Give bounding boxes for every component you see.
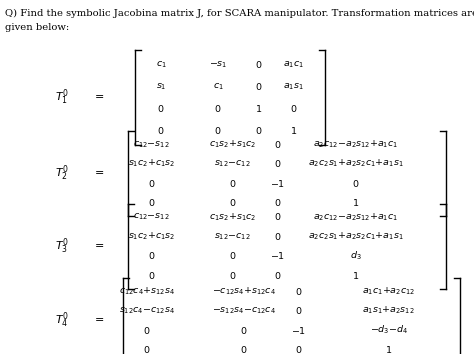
Text: $0$: $0$: [228, 270, 236, 281]
Text: $0$: $0$: [148, 270, 155, 281]
Text: $T^{0}_{1}$: $T^{0}_{1}$: [55, 87, 69, 107]
Text: $s_{12}c_4{-}c_{12}s_4$: $s_{12}c_4{-}c_{12}s_4$: [119, 306, 175, 316]
Text: $0$: $0$: [295, 305, 302, 316]
Text: =: =: [95, 315, 104, 325]
Text: $-c_{12}s_4{+}s_{12}c_4$: $-c_{12}s_4{+}s_{12}c_4$: [212, 285, 276, 297]
Text: $c_1$: $c_1$: [213, 81, 223, 92]
Text: $0$: $0$: [214, 125, 222, 136]
Text: $0$: $0$: [273, 231, 281, 242]
Text: $-1$: $-1$: [291, 325, 306, 336]
Text: $0$: $0$: [240, 344, 248, 354]
Text: $0$: $0$: [214, 103, 222, 114]
Text: $0$: $0$: [148, 197, 155, 208]
Text: $c_{12}{-}s_{12}$: $c_{12}{-}s_{12}$: [133, 212, 170, 222]
Text: $1$: $1$: [255, 103, 262, 114]
Text: $0$: $0$: [228, 250, 236, 261]
Text: $c_1s_2{+}s_1c_2$: $c_1s_2{+}s_1c_2$: [209, 138, 256, 150]
Text: $0$: $0$: [352, 178, 359, 189]
Text: =: =: [95, 92, 104, 102]
Text: $c_1$: $c_1$: [156, 59, 166, 70]
Text: $0$: $0$: [290, 103, 298, 114]
Text: $0$: $0$: [255, 125, 262, 136]
Text: $a_2c_2s_1{+}a_2s_2c_1{+}a_1s_1$: $a_2c_2s_1{+}a_2s_2c_1{+}a_1s_1$: [308, 230, 403, 242]
Text: $0$: $0$: [157, 103, 165, 114]
Text: $0$: $0$: [148, 250, 155, 261]
Text: $-1$: $-1$: [270, 178, 285, 189]
Text: $a_1c_1{+}a_2c_{12}$: $a_1c_1{+}a_2c_{12}$: [362, 285, 415, 297]
Text: $s_1$: $s_1$: [156, 81, 166, 92]
Text: $s_1c_2{+}c_1s_2$: $s_1c_2{+}c_1s_2$: [128, 230, 175, 242]
Text: Q) Find the symbolic Jacobina matrix J, for SCARA manipulator. Transformation ma: Q) Find the symbolic Jacobina matrix J, …: [5, 9, 474, 18]
Text: $-1$: $-1$: [270, 250, 285, 261]
Text: $d_3$: $d_3$: [350, 250, 361, 262]
Text: $c_1s_2{+}s_1c_2$: $c_1s_2{+}s_1c_2$: [209, 211, 256, 223]
Text: $T^{0}_{4}$: $T^{0}_{4}$: [55, 310, 69, 330]
Text: $1$: $1$: [352, 270, 359, 281]
Text: $a_2c_2s_1{+}a_2s_2c_1{+}a_1s_1$: $a_2c_2s_1{+}a_2s_2c_1{+}a_1s_1$: [308, 158, 403, 170]
Text: $-s_{12}s_4{-}c_{12}c_4$: $-s_{12}s_4{-}c_{12}c_4$: [212, 306, 276, 316]
Text: $0$: $0$: [255, 59, 262, 70]
Text: $1$: $1$: [352, 197, 359, 208]
Text: $0$: $0$: [240, 325, 248, 336]
Text: $a_1s_1$: $a_1s_1$: [283, 81, 304, 92]
Text: $0$: $0$: [273, 158, 281, 169]
Text: $0$: $0$: [273, 270, 281, 281]
Text: $s_1c_2{+}c_1s_2$: $s_1c_2{+}c_1s_2$: [128, 158, 175, 170]
Text: $0$: $0$: [157, 125, 165, 136]
Text: =: =: [95, 241, 104, 251]
Text: $a_2c_{12}{-}a_2s_{12}{+}a_1c_1$: $a_2c_{12}{-}a_2s_{12}{+}a_1c_1$: [313, 211, 398, 223]
Text: $0$: $0$: [143, 325, 151, 336]
Text: =: =: [95, 169, 104, 178]
Text: $1$: $1$: [385, 344, 392, 354]
Text: $0$: $0$: [228, 197, 236, 208]
Text: $0$: $0$: [295, 286, 302, 297]
Text: given below:: given below:: [5, 23, 69, 32]
Text: $-d_3{-}d_4$: $-d_3{-}d_4$: [370, 324, 408, 336]
Text: $s_{12}{-}c_{12}$: $s_{12}{-}c_{12}$: [214, 159, 251, 169]
Text: $0$: $0$: [228, 178, 236, 189]
Text: $0$: $0$: [148, 178, 155, 189]
Text: $0$: $0$: [273, 211, 281, 222]
Text: $1$: $1$: [290, 125, 298, 136]
Text: $0$: $0$: [273, 197, 281, 208]
Text: $a_1c_1$: $a_1c_1$: [283, 59, 304, 70]
Text: $a_1s_1{+}a_2s_{12}$: $a_1s_1{+}a_2s_{12}$: [362, 305, 415, 316]
Text: $s_{12}{-}c_{12}$: $s_{12}{-}c_{12}$: [214, 231, 251, 241]
Text: $0$: $0$: [255, 81, 262, 92]
Text: $-s_1$: $-s_1$: [209, 59, 227, 70]
Text: $T^{0}_{3}$: $T^{0}_{3}$: [55, 236, 69, 256]
Text: $c_{12}{-}s_{12}$: $c_{12}{-}s_{12}$: [133, 139, 170, 149]
Text: $T^{0}_{2}$: $T^{0}_{2}$: [55, 164, 69, 183]
Text: $0$: $0$: [143, 344, 151, 354]
Text: $c_{12}c_4{+}s_{12}s_4$: $c_{12}c_4{+}s_{12}s_4$: [119, 285, 175, 297]
Text: $0$: $0$: [295, 344, 302, 354]
Text: $a_2c_{12}{-}a_2s_{12}{+}a_1c_1$: $a_2c_{12}{-}a_2s_{12}{+}a_1c_1$: [313, 138, 398, 150]
Text: $0$: $0$: [273, 139, 281, 150]
